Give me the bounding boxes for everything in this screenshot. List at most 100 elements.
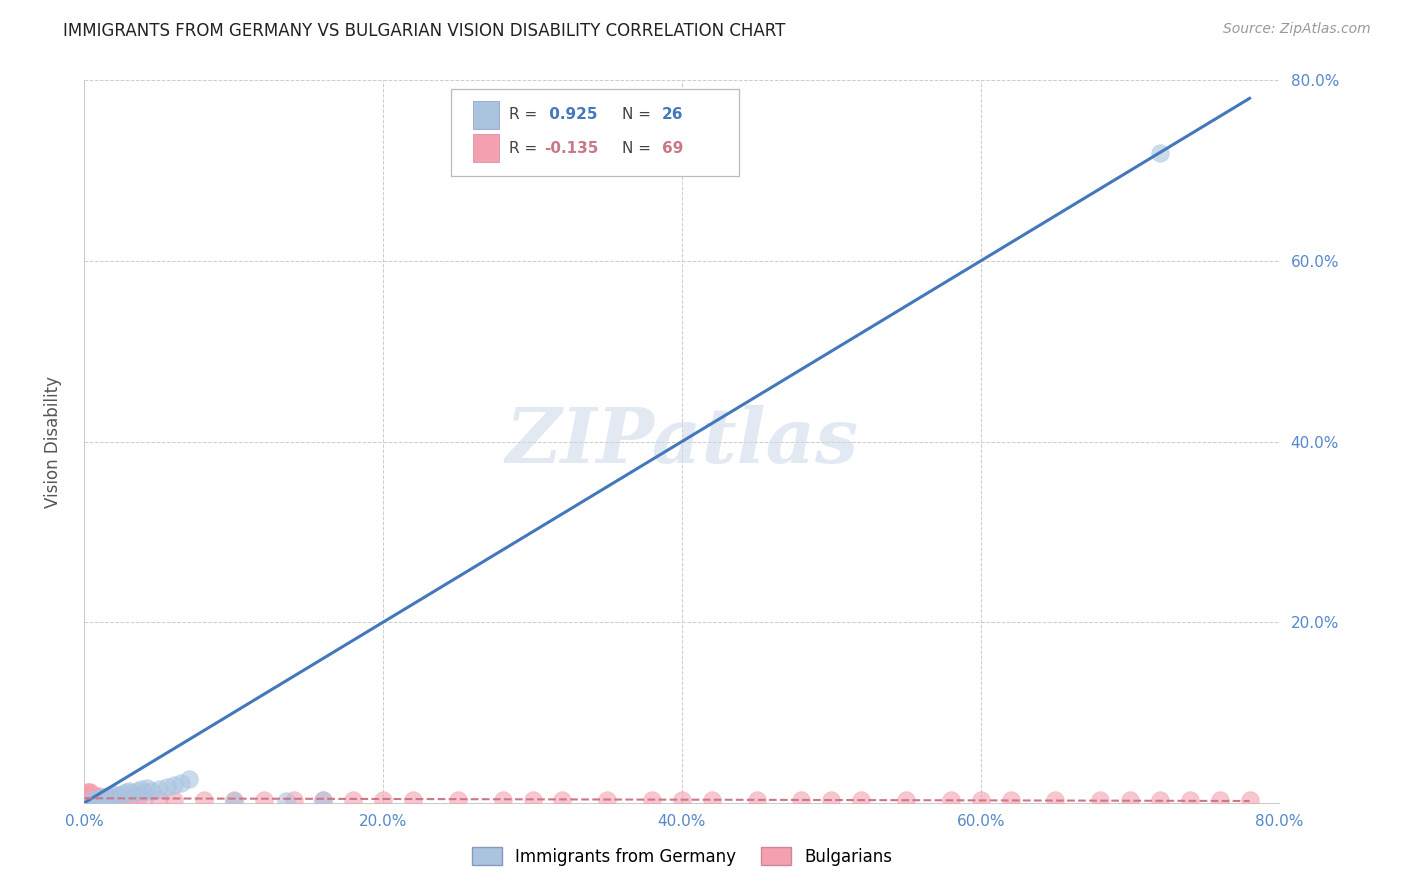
Point [76, 789, 98, 803]
Point [77, 789, 100, 804]
Point [253, 793, 276, 807]
Point [1090, 793, 1112, 807]
Point [177, 772, 200, 787]
Text: R =: R = [509, 141, 541, 156]
Point [1149, 145, 1171, 160]
Point [141, 784, 163, 798]
Point [89, 791, 111, 805]
Point [75, 787, 97, 801]
Point [492, 793, 515, 807]
Point [115, 785, 138, 799]
Text: 26: 26 [662, 107, 683, 122]
Point [80, 789, 103, 804]
Point [100, 791, 122, 805]
FancyBboxPatch shape [451, 89, 740, 177]
Point [148, 792, 170, 806]
Y-axis label: Vision Disability: Vision Disability [44, 376, 62, 508]
Point [75, 791, 97, 805]
Point [87, 791, 110, 805]
Point [90, 791, 112, 805]
Point [79, 791, 101, 805]
Point [86, 791, 108, 805]
Point [111, 792, 134, 806]
Point [790, 793, 813, 807]
Point [79, 785, 101, 799]
Point [76, 790, 98, 805]
Point [125, 784, 148, 798]
Text: Source: ZipAtlas.com: Source: ZipAtlas.com [1223, 22, 1371, 37]
Point [1045, 793, 1067, 807]
Text: 0.925: 0.925 [544, 107, 598, 122]
Point [100, 789, 122, 803]
Point [89, 789, 111, 804]
Point [1149, 793, 1171, 807]
Point [77, 788, 100, 802]
Point [132, 792, 156, 806]
Point [105, 792, 128, 806]
Point [77, 785, 100, 799]
Bar [472, 135, 499, 162]
Point [132, 785, 156, 799]
Legend: Immigrants from Germany, Bulgarians: Immigrants from Germany, Bulgarians [463, 839, 901, 874]
Point [80, 788, 103, 802]
Point [283, 793, 305, 807]
Point [163, 793, 186, 807]
Point [851, 793, 873, 807]
Text: N =: N = [623, 107, 657, 122]
Point [312, 793, 335, 807]
Point [77, 791, 100, 805]
Point [1239, 793, 1261, 807]
Point [76, 785, 98, 799]
Text: IMMIGRANTS FROM GERMANY VS BULGARIAN VISION DISABILITY CORRELATION CHART: IMMIGRANTS FROM GERMANY VS BULGARIAN VIS… [63, 22, 786, 40]
Point [939, 793, 962, 807]
Point [136, 781, 159, 796]
Point [148, 782, 170, 797]
Point [970, 793, 993, 807]
Point [1209, 793, 1232, 807]
Point [103, 787, 125, 801]
Point [96, 789, 118, 804]
Point [700, 793, 723, 807]
Point [163, 778, 186, 792]
Point [671, 793, 693, 807]
Point [82, 789, 104, 804]
Point [80, 791, 103, 805]
Text: 69: 69 [662, 141, 683, 156]
Point [894, 793, 917, 807]
Point [155, 780, 177, 794]
Point [105, 789, 128, 803]
Point [96, 791, 118, 805]
Point [641, 793, 664, 807]
Point [274, 794, 297, 808]
Point [86, 789, 108, 804]
Point [402, 793, 425, 807]
Point [118, 792, 141, 806]
Point [83, 789, 105, 803]
Text: -0.135: -0.135 [544, 141, 599, 156]
Point [103, 791, 125, 805]
Text: N =: N = [623, 141, 657, 156]
Point [596, 793, 619, 807]
Point [82, 791, 104, 805]
Point [312, 793, 335, 807]
Point [83, 791, 105, 805]
Point [91, 791, 114, 805]
Point [342, 793, 364, 807]
Point [91, 791, 114, 805]
Point [118, 784, 141, 798]
Point [1178, 793, 1201, 807]
Point [125, 792, 148, 806]
Point [1000, 793, 1022, 807]
Point [193, 793, 215, 807]
Point [89, 791, 111, 805]
Point [820, 793, 842, 807]
Point [1119, 793, 1142, 807]
Point [222, 794, 245, 808]
Point [551, 793, 574, 807]
Text: R =: R = [509, 107, 541, 122]
Bar [472, 101, 499, 128]
Point [79, 787, 101, 801]
Point [79, 789, 101, 804]
Point [522, 793, 544, 807]
Point [93, 791, 115, 805]
